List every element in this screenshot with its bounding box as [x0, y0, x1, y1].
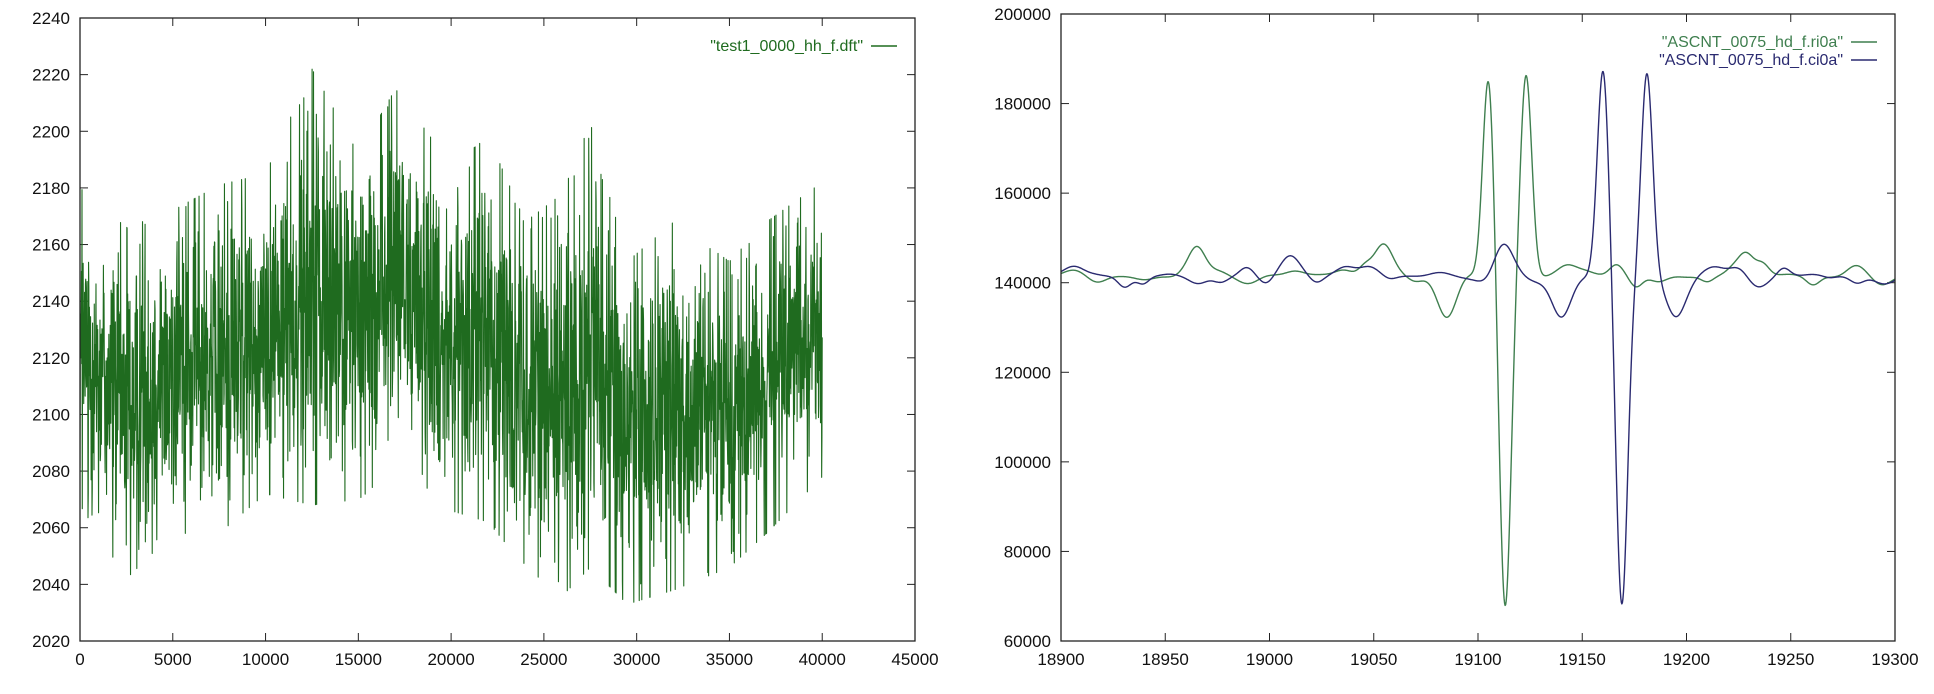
- x-tick-label: 19000: [1246, 650, 1293, 669]
- plot-frame: [1060, 13, 1896, 642]
- x-tick-label: 25000: [520, 650, 567, 669]
- y-tick-label: 2140: [32, 292, 70, 311]
- x-tick-label: 19250: [1767, 650, 1814, 669]
- x-tick-label: 40000: [799, 650, 846, 669]
- plot-area: [80, 68, 823, 603]
- x-tick-label: 35000: [706, 650, 753, 669]
- y-tick-label: 2120: [32, 349, 70, 368]
- y-tick-label: 2180: [32, 179, 70, 198]
- y-tick-label: 180000: [994, 95, 1051, 114]
- y-tick-label: 100000: [994, 453, 1051, 472]
- y-tick-label: 160000: [994, 184, 1051, 203]
- legend-entry-label: "ASCNT_0075_hd_f.ci0a": [1659, 52, 1843, 69]
- y-tick-label: 80000: [1004, 542, 1051, 561]
- axis-ticks: 18900 18950 19000 19050 19100 19150 19200 19250…: [994, 5, 1918, 669]
- x-tick-label: 19100: [1454, 650, 1501, 669]
- x-tick-label: 20000: [427, 650, 474, 669]
- y-tick-label: 120000: [994, 363, 1051, 382]
- x-tick-label: 18900: [1037, 650, 1084, 669]
- right-chart: 18900 18950 19000 19050 19100 19150 19200 19250…: [994, 5, 1918, 669]
- series-line-0: [1061, 74, 1895, 607]
- y-tick-label: 60000: [1004, 632, 1051, 651]
- series-line: [80, 68, 823, 603]
- y-tick-label: 140000: [994, 274, 1051, 293]
- axis-ticks: 0 5000 10000 15000 20000 25000 30000 35000 40000…: [32, 9, 938, 669]
- legend-entry-label: "test1_0000_hh_f.dft": [710, 38, 863, 55]
- y-tick-label: 2080: [32, 462, 70, 481]
- y-tick-label: 2160: [32, 236, 70, 255]
- y-tick-label: 2100: [32, 405, 70, 424]
- left-chart: 0 5000 10000 15000 20000 25000 30000 35000 40000…: [32, 9, 938, 669]
- y-tick-label: 2040: [32, 575, 70, 594]
- x-tick-label: 19300: [1871, 650, 1918, 669]
- x-tick-label: 15000: [335, 650, 382, 669]
- plot-frame: [79, 17, 916, 642]
- x-tick-label: 5000: [154, 650, 192, 669]
- x-tick-label: 10000: [242, 650, 289, 669]
- x-tick-label: 0: [75, 650, 84, 669]
- x-tick-label: 19050: [1350, 650, 1397, 669]
- y-tick-label: 2200: [32, 122, 70, 141]
- x-tick-label: 18950: [1142, 650, 1189, 669]
- series-line-1: [1061, 70, 1895, 605]
- x-tick-label: 19200: [1663, 650, 1710, 669]
- legend: "test1_0000_hh_f.dft": [710, 38, 897, 55]
- y-tick-label: 2240: [32, 9, 70, 28]
- y-tick-label: 2060: [32, 519, 70, 538]
- x-tick-label: 45000: [891, 650, 938, 669]
- legend-entry-label: "ASCNT_0075_hd_f.ri0a": [1662, 34, 1843, 51]
- x-tick-label: 19150: [1559, 650, 1606, 669]
- x-tick-label: 30000: [613, 650, 660, 669]
- y-tick-label: 200000: [994, 5, 1051, 24]
- y-tick-label: 2020: [32, 632, 70, 651]
- y-tick-label: 2220: [32, 66, 70, 85]
- plot-area: [1061, 70, 1895, 607]
- legend: "ASCNT_0075_hd_f.ri0a""ASCNT_0075_hd_f.c…: [1659, 34, 1877, 69]
